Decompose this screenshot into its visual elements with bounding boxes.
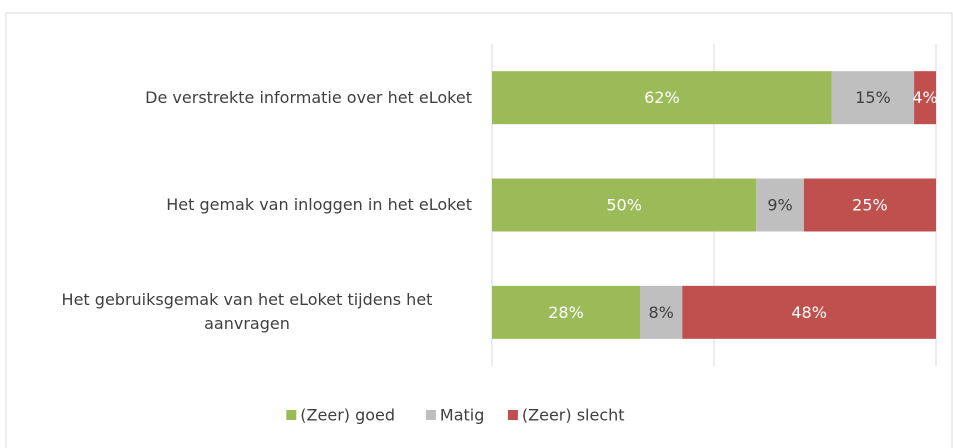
data-label: 50% <box>606 196 642 215</box>
data-label: 28% <box>548 303 584 322</box>
category-label: Het gemak van inloggen in het eLoket <box>166 195 472 214</box>
bar-segment <box>914 71 936 125</box>
category-label: Het gebruiksgemak van het eLoket tijdens… <box>61 290 433 334</box>
data-label: 62% <box>644 88 680 107</box>
bar-segment <box>492 178 757 232</box>
category-label: De verstrekte informatie over het eLoket <box>145 87 472 107</box>
bar-segment <box>682 285 936 339</box>
legend-swatch <box>425 410 436 420</box>
data-label: 4% <box>912 88 937 107</box>
data-label: 15% <box>855 88 891 107</box>
bar-segment <box>492 285 640 339</box>
bar-segment <box>831 71 915 125</box>
data-label: 25% <box>852 196 888 215</box>
bar-segment <box>640 285 683 339</box>
chart-border <box>5 12 953 448</box>
legend-label: (Zeer) slecht <box>522 406 625 425</box>
legend-label: Matig <box>440 406 484 425</box>
bar-segment <box>756 178 804 232</box>
data-label: 8% <box>648 303 673 322</box>
bar-segment <box>492 71 832 125</box>
data-label: 9% <box>767 196 792 215</box>
legend-label: (Zeer) goed <box>300 406 395 425</box>
bar-segment <box>803 178 936 232</box>
legend-swatch <box>286 410 297 420</box>
data-label: 48% <box>791 303 827 322</box>
legend-swatch <box>507 410 518 420</box>
